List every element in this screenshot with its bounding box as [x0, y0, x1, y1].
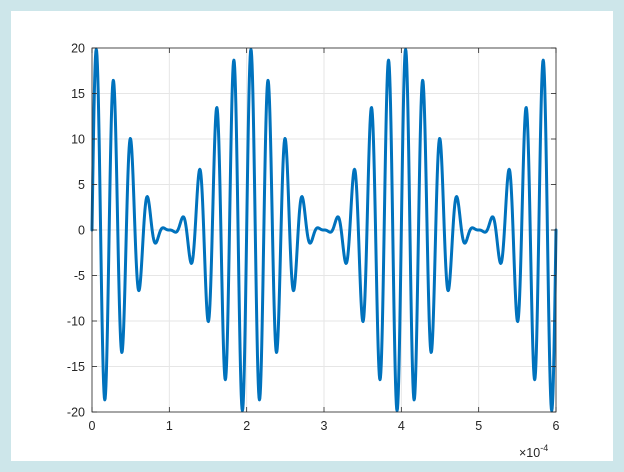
y-tick-label: 5: [78, 178, 85, 192]
series-line: [90, 47, 558, 413]
x-tick-label: 3: [321, 419, 328, 433]
x-tick-label: 4: [398, 419, 405, 433]
tick-labels: 0 1 2 3 4 5 6 -20 -15 -10 -5 0 5 10 15 20: [67, 42, 560, 434]
x-tick-label: 0: [89, 419, 96, 433]
y-tick-label: 20: [71, 42, 85, 56]
y-tick-label: -10: [67, 315, 85, 329]
figure: 0 1 2 3 4 5 6 -20 -15 -10 -5 0 5 10 15 20 ×10-4: [11, 11, 613, 461]
x-exponent-power: -4: [540, 443, 548, 453]
y-tick-label: -20: [67, 406, 85, 420]
x-tick-label: 2: [243, 419, 250, 433]
y-tick-label: 10: [71, 133, 85, 147]
x-tick-label: 1: [166, 419, 173, 433]
y-tick-label: 0: [78, 224, 85, 238]
y-tick-label: -15: [67, 360, 85, 374]
x-tick-label: 5: [475, 419, 482, 433]
x-exponent-base: ×10: [519, 446, 540, 460]
x-exponent-label: ×10-4: [519, 443, 548, 460]
line-chart: 0 1 2 3 4 5 6 -20 -15 -10 -5 0 5 10 15 20 ×10-4: [67, 42, 560, 461]
ticks: [91, 47, 557, 413]
x-tick-label: 6: [553, 419, 560, 433]
y-tick-label: -5: [74, 269, 85, 283]
y-tick-label: 15: [71, 87, 85, 101]
